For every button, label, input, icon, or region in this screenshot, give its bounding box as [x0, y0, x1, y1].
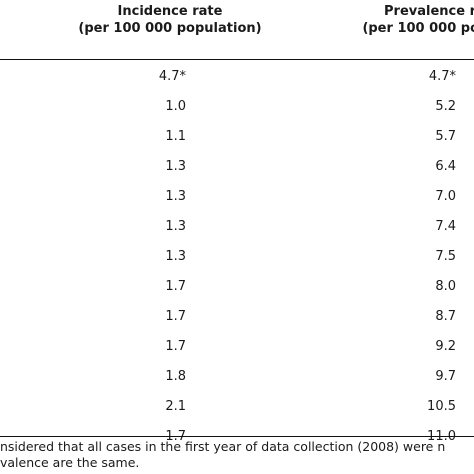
table-row: 1.7 8.0	[0, 272, 474, 302]
incidence-cell: 1.3	[165, 189, 186, 204]
table-row: 1.7 8.7	[0, 302, 474, 332]
incidence-cell: 1.8	[165, 369, 186, 384]
table-row: 1.7 9.2	[0, 332, 474, 362]
incidence-cell: 1.1	[165, 129, 186, 144]
prevalence-rate-header-line1: Prevalence r	[384, 4, 474, 19]
table-header: Incidence rate (per 100 000 population) …	[0, 0, 474, 60]
prevalence-cell: 9.2	[435, 339, 456, 354]
incidence-cell: 4.7*	[158, 69, 186, 84]
prevalence-cell: 4.7*	[428, 69, 456, 84]
table-row: 1.3 7.5	[0, 242, 474, 272]
prevalence-rate-header: Prevalence r (per 100 000 popu	[330, 3, 474, 37]
incidence-rate-header: Incidence rate (per 100 000 population)	[65, 3, 275, 37]
table-row: 1.8 9.7	[0, 362, 474, 392]
header-rule	[0, 59, 474, 60]
incidence-cell: 1.0	[165, 99, 186, 114]
table-row: 1.3 7.0	[0, 182, 474, 212]
footer-rule	[0, 436, 474, 437]
prevalence-cell: 7.0	[435, 189, 456, 204]
prevalence-cell: 8.0	[435, 279, 456, 294]
prevalence-cell: 5.2	[435, 99, 456, 114]
incidence-cell: 2.1	[165, 399, 186, 414]
prevalence-cell: 10.5	[427, 399, 456, 414]
prevalence-cell: 7.5	[435, 249, 456, 264]
incidence-cell: 1.7	[165, 279, 186, 294]
table-row: 1.3 6.4	[0, 152, 474, 182]
incidence-cell: 1.7	[165, 309, 186, 324]
table-footnote: nsidered that all cases in the first yea…	[0, 439, 474, 471]
prevalence-cell: 9.7	[435, 369, 456, 384]
prevalence-rate-header-line2: (per 100 000 popu	[362, 21, 474, 36]
incidence-cell: 1.3	[165, 249, 186, 264]
incidence-rate-header-line2: (per 100 000 population)	[78, 21, 262, 36]
prevalence-cell: 7.4	[435, 219, 456, 234]
table-row: 2.1 10.5	[0, 392, 474, 422]
table-row: 1.0 5.2	[0, 92, 474, 122]
incidence-rate-header-line1: Incidence rate	[117, 4, 223, 19]
table-row: 1.1 5.7	[0, 122, 474, 152]
incidence-cell: 1.3	[165, 219, 186, 234]
table-row: 1.3 7.4	[0, 212, 474, 242]
table-row: 4.7* 4.7*	[0, 62, 474, 92]
prevalence-cell: 5.7	[435, 129, 456, 144]
prevalence-cell: 6.4	[435, 159, 456, 174]
footnote-line: nsidered that all cases in the first yea…	[0, 439, 446, 454]
incidence-cell: 1.3	[165, 159, 186, 174]
table-body: 4.7* 4.7* 1.0 5.2 1.1 5.7 1.3 6.4 1.3 7.…	[0, 62, 474, 452]
incidence-cell: 1.7	[165, 339, 186, 354]
footnote-line: valence are the same.	[0, 455, 140, 470]
prevalence-cell: 8.7	[435, 309, 456, 324]
